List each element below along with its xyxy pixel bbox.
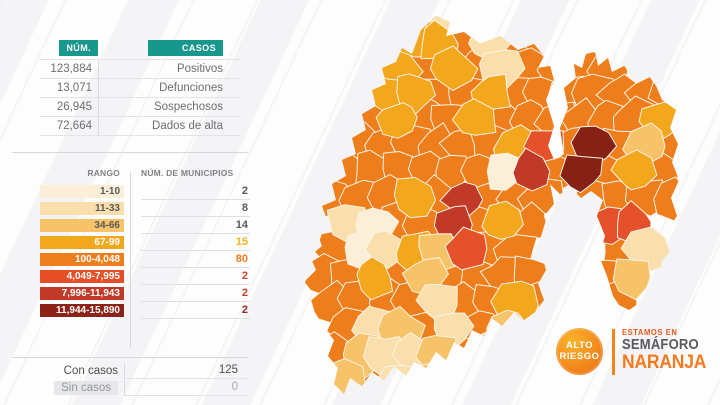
legend-swatch: 7,996-11,943 bbox=[40, 287, 124, 300]
sin-casos-label: Sin casos bbox=[40, 380, 124, 395]
municipality-cell bbox=[481, 200, 524, 240]
municipality-cell bbox=[393, 177, 436, 219]
summary-row-positivos: 123,884 Positivos bbox=[40, 60, 240, 79]
mexico-state-map bbox=[300, 16, 679, 394]
legend-count: 2 bbox=[141, 185, 250, 200]
legend-row: 4,049-7,995 2 bbox=[40, 270, 250, 285]
legend-count: 2 bbox=[141, 304, 250, 319]
municipality-cell bbox=[444, 226, 488, 271]
legend-swatch: 1-10 bbox=[40, 185, 124, 198]
defunciones-label: Defunciones bbox=[98, 79, 240, 98]
legend-count: 2 bbox=[141, 270, 250, 285]
legend-swatch: 67-99 bbox=[40, 236, 124, 249]
con-casos-value: 125 bbox=[124, 362, 248, 379]
con-casos-label: Con casos bbox=[63, 364, 118, 377]
legend-column-divider bbox=[130, 172, 131, 348]
con-casos-row: Con casos 125 bbox=[40, 362, 248, 379]
municipality-cell bbox=[496, 330, 536, 376]
municipality-cell bbox=[356, 256, 394, 301]
defunciones-count: 13,071 bbox=[40, 79, 98, 98]
municipality-cell bbox=[452, 98, 497, 136]
casos-header-badge: CASOS bbox=[147, 40, 223, 56]
municipality-cell bbox=[439, 181, 484, 220]
municipality-cell bbox=[378, 364, 420, 394]
legend-row: 7,996-11,943 2 bbox=[40, 287, 250, 302]
legend-row: 1-10 2 bbox=[40, 185, 250, 200]
dados-de-alta-label: Dados de alta bbox=[98, 117, 240, 136]
municipios-header: NÚM. DE MUNICIPIOS bbox=[141, 168, 234, 178]
sin-casos-value: 0 bbox=[124, 379, 248, 396]
legend-count: 2 bbox=[141, 287, 250, 302]
legend-count: 15 bbox=[141, 236, 250, 251]
badge-divider bbox=[612, 329, 615, 375]
legend-swatch: 11,944-15,890 bbox=[40, 304, 124, 317]
municipality-cell bbox=[429, 45, 479, 91]
municipality-cell bbox=[465, 330, 517, 378]
legend-row: 34-66 14 bbox=[40, 219, 250, 234]
legend-count: 80 bbox=[141, 253, 250, 268]
municipality-cell bbox=[381, 16, 420, 40]
municipality-cell bbox=[375, 102, 418, 139]
municipality-cell bbox=[470, 73, 511, 110]
positivos-count: 123,884 bbox=[40, 60, 98, 79]
legend-count: 14 bbox=[141, 219, 250, 234]
badge-text: ESTAMOS EN SEMÁFORO NARANJA bbox=[622, 328, 714, 373]
legend-row: 67-99 15 bbox=[40, 236, 250, 251]
num-header-badge: NÚM. bbox=[59, 40, 98, 56]
municipality-cell bbox=[454, 363, 500, 394]
sospechosos-label: Sospechosos bbox=[98, 98, 240, 117]
legend-table: RANGO NÚM. DE MUNICIPIOS 1-10 2 11-33 8 … bbox=[40, 168, 250, 321]
legend-count: 8 bbox=[141, 202, 250, 217]
alto-label: ALTO bbox=[566, 340, 593, 352]
sospechosos-count: 26,945 bbox=[40, 98, 98, 117]
legend-row: 100-4,048 80 bbox=[40, 253, 250, 268]
legend-swatch: 34-66 bbox=[40, 219, 124, 232]
rango-header: RANGO bbox=[87, 168, 120, 178]
municipality-cell bbox=[404, 362, 448, 394]
estamos-en-label: ESTAMOS EN bbox=[622, 328, 678, 337]
municipality-cell bbox=[559, 154, 604, 194]
municipality-cell bbox=[610, 149, 658, 191]
separator-top bbox=[12, 152, 248, 153]
risk-badge: ALTO RIESGO ESTAMOS EN SEMÁFORO NARANJA bbox=[556, 328, 714, 375]
legend-swatch: 4,049-7,995 bbox=[40, 270, 124, 283]
summary-table: NÚM. CASOS 123,884 Positivos 13,071 Defu… bbox=[40, 40, 240, 136]
municipality-cell bbox=[459, 16, 499, 36]
separator-bottom bbox=[12, 357, 248, 358]
summary-row-defunciones: 13,071 Defunciones bbox=[40, 79, 240, 98]
legend-row: 11-33 8 bbox=[40, 202, 250, 217]
positivos-label: Positivos bbox=[98, 60, 240, 79]
municipality-cell bbox=[612, 258, 651, 301]
municipality-cell bbox=[427, 357, 469, 394]
municipality-cell bbox=[485, 356, 525, 394]
naranja-label: NARANJA bbox=[622, 352, 707, 373]
dados-de-alta-count: 72,664 bbox=[40, 117, 98, 136]
municipality-cell bbox=[512, 147, 551, 192]
summary-row-sospechosos: 26,945 Sospechosos bbox=[40, 98, 240, 117]
totals-table: Con casos 125 Sin casos 0 bbox=[40, 362, 248, 396]
semaforo-label: SEMÁFORO bbox=[622, 337, 699, 353]
alto-riesgo-circle: ALTO RIESGO bbox=[556, 328, 603, 375]
municipality-cell bbox=[327, 358, 366, 394]
riesgo-label: RIESGO bbox=[559, 350, 600, 362]
municipality-cell bbox=[415, 335, 457, 378]
summary-table-header: NÚM. CASOS bbox=[40, 40, 240, 60]
legend-header: RANGO NÚM. DE MUNICIPIOS bbox=[40, 168, 250, 178]
legend-row: 11,944-15,890 2 bbox=[40, 304, 250, 319]
legend-swatch: 100-4,048 bbox=[40, 253, 124, 266]
legend-swatch: 11-33 bbox=[40, 202, 124, 215]
sin-casos-row: Sin casos 0 bbox=[40, 379, 248, 396]
summary-row-dados-de-alta: 72,664 Dados de alta bbox=[40, 117, 240, 136]
